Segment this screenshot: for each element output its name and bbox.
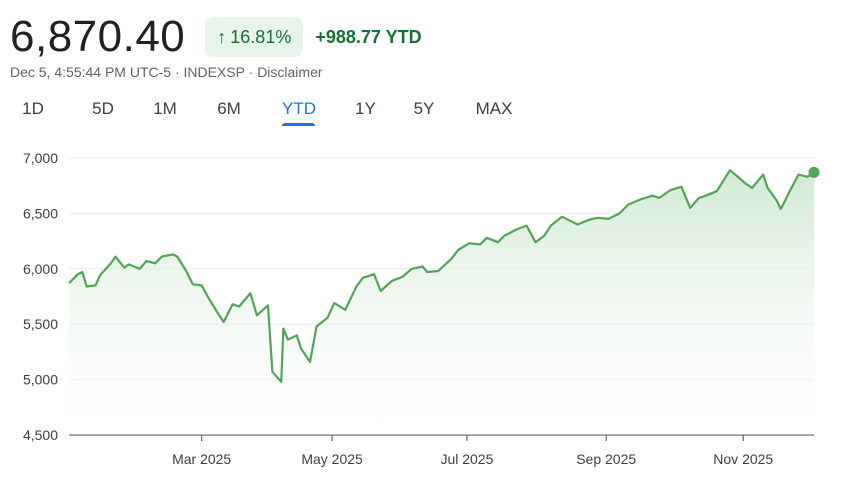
range-tab-1m[interactable]: 1M (153, 99, 177, 118)
separator: · (244, 64, 258, 80)
x-tick-label: Nov 2025 (713, 451, 773, 467)
x-tick-label: Sep 2025 (576, 451, 636, 467)
y-tick-label: 5,000 (23, 372, 58, 388)
last-price-point (808, 166, 820, 178)
absolute-change: +988.77 YTD (315, 26, 422, 47)
range-tab-5d[interactable]: 5D (92, 99, 114, 118)
range-tab-1y[interactable]: 1Y (355, 99, 376, 118)
range-tab-6m[interactable]: 6M (217, 99, 241, 118)
price-chart[interactable]: 4,500 5,000 5,500 6,000 6,500 7,000 Mar 2025 Ma… (0, 140, 850, 495)
x-tick-label: May 2025 (301, 451, 363, 467)
arrow-up-icon: ↑ (217, 26, 227, 47)
y-tick-label: 5,500 (23, 316, 58, 332)
percent-change-badge: ↑ 16.81% (205, 17, 304, 57)
percent-change-value: 16.81% (230, 26, 292, 47)
range-tab-ytd[interactable]: YTD (282, 98, 316, 126)
exchange-code: INDEXSP (183, 64, 245, 80)
quote-header: 6,870.40 ↑ 16.81% +988.77 YTD (10, 12, 422, 62)
y-tick-label: 6,500 (23, 205, 58, 221)
series-area-fill (69, 170, 814, 435)
index-price: 6,870.40 (10, 12, 186, 61)
y-tick-label: 6,000 (23, 261, 58, 277)
x-tick-label: Mar 2025 (172, 451, 231, 467)
y-tick-label: 7,000 (23, 150, 58, 166)
x-tick-label: Jul 2025 (440, 451, 493, 467)
range-tab-max[interactable]: MAX (475, 99, 513, 118)
quote-timestamp: Dec 5, 4:55:44 PM UTC-5 (10, 64, 172, 80)
y-tick-label: 4,500 (23, 427, 58, 443)
separator: · (171, 64, 184, 80)
time-range-tabs: 1D 5D 1M 6M YTD 1Y 5Y MAX (0, 98, 850, 126)
range-tab-1d[interactable]: 1D (22, 99, 44, 118)
disclaimer-link[interactable]: Disclaimer (257, 64, 323, 80)
range-tab-5y[interactable]: 5Y (413, 99, 435, 118)
quote-subline: Dec 5, 4:55:44 PM UTC-5 · INDEXSP · Disc… (10, 64, 323, 80)
series-line (68, 169, 815, 383)
